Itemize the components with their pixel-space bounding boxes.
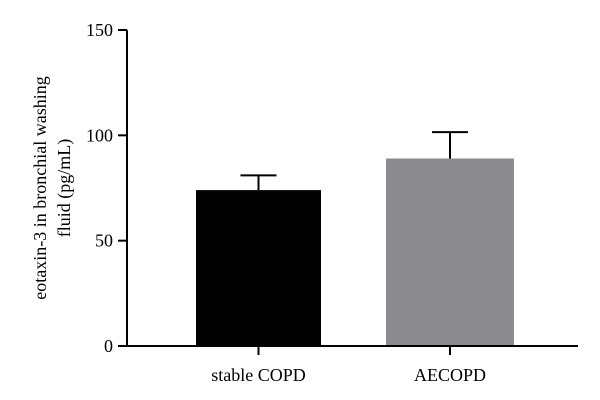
y-tick-label: 100 <box>86 125 113 145</box>
x-category-label: stable COPD <box>211 365 306 385</box>
y-axis-title: eotaxin-3 in bronchial washing fluid (pg/… <box>30 76 75 299</box>
bar <box>386 158 514 346</box>
y-ticks: 0 50 100 150 <box>86 20 127 356</box>
y-axis-title-line: fluid (pg/mL) <box>54 139 75 237</box>
y-axis-title-line: eotaxin-3 in bronchial washing <box>30 76 50 299</box>
bar <box>196 190 321 346</box>
x-category-labels: stable COPD AECOPD <box>211 346 486 385</box>
x-category-label: AECOPD <box>414 365 486 385</box>
y-tick-label: 0 <box>104 336 113 356</box>
y-tick-label: 150 <box>86 20 113 40</box>
error-bars <box>240 131 468 191</box>
bars <box>196 158 514 346</box>
y-axis-label: eotaxin-3 in bronchial washing fluid (pg/… <box>30 76 75 299</box>
y-tick-label: 50 <box>95 231 113 251</box>
